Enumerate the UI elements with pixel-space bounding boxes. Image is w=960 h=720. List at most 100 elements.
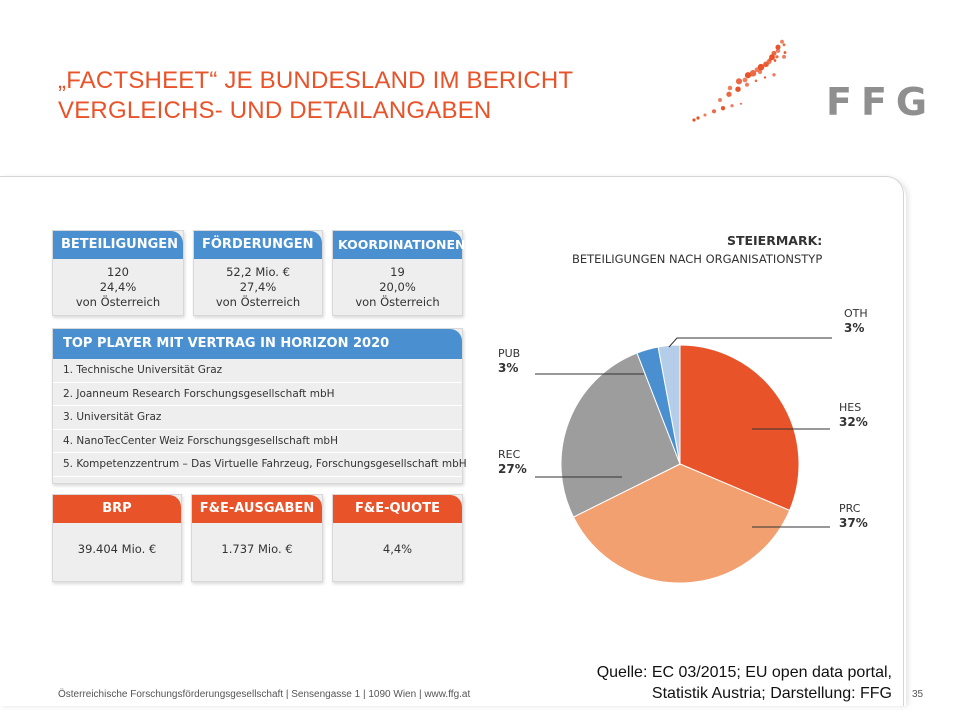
pie-label-name: OTH — [844, 307, 868, 320]
logo-dot — [735, 86, 741, 92]
stat-card-foerderungen: FÖRDERUNGEN 52,2 Mio. € 27,4% von Österr… — [193, 230, 323, 316]
stat-card-beteiligungen: BETEILIGUNGEN 120 24,4% von Österreich — [52, 230, 184, 316]
logo-dot — [703, 113, 707, 117]
logo-dot — [742, 77, 748, 83]
stat-value: 19 — [390, 265, 405, 279]
pie-label-rec: REC 27% — [498, 447, 527, 477]
slide-title: „FACTSHEET“ JE BUNDESLAND IM BERICHT VER… — [58, 66, 573, 126]
chart-title: STEIERMARK: — [726, 233, 823, 248]
pie-label-name: HES — [839, 401, 862, 414]
ffg-logo-text: FFG — [826, 80, 937, 124]
econ-card-fe-quote: F&E-QUOTE 4,4% — [332, 494, 463, 582]
stat-card-head: BETEILIGUNGEN — [53, 231, 183, 259]
pie-slice-rec — [560, 352, 681, 518]
logo-dot — [775, 55, 779, 59]
pie-chart — [535, 337, 832, 584]
list-item: 4. NanoTecCenter Weiz Forschungsgesellsc… — [53, 430, 462, 453]
logo-dot — [696, 116, 700, 120]
stat-percent: 20,0% — [379, 280, 416, 294]
logo-dot — [775, 48, 781, 53]
logo-dot — [757, 69, 763, 75]
logo-dot — [727, 85, 733, 91]
econ-card-head: BRP — [53, 495, 181, 523]
logo-dot — [763, 61, 769, 68]
logo-dot — [735, 78, 743, 85]
logo-dot — [739, 102, 743, 105]
pie-label-hes: HES 32% — [839, 400, 868, 430]
logo-dot — [692, 118, 696, 122]
pie-label-name: PRC — [839, 502, 861, 515]
stat-note: von Österreich — [215, 295, 301, 309]
pie-label-pub: PUB 3% — [498, 346, 520, 376]
chart-title-block: STEIERMARK: BETEILIGUNGEN NACH ORGANISAT… — [572, 232, 822, 268]
chart-subtitle: BETEILIGUNGEN NACH ORGANISATIONSTYP — [572, 252, 823, 266]
stat-note: von Österreich — [355, 295, 440, 309]
stat-value: 120 — [107, 265, 129, 279]
stat-card-head: KOORDINATIONEN — [333, 231, 465, 259]
logo-dot — [720, 106, 726, 111]
logo-dot — [711, 109, 717, 114]
pie-label-value: 32% — [839, 415, 868, 429]
leader-line-oth — [668, 337, 832, 348]
list-item: 3. Universität Graz — [53, 406, 462, 430]
top-player-card: TOP PLAYER MIT VERTRAG IN HORIZON 2020 1… — [52, 328, 467, 484]
footer-text: Österreichische Forschungsförderungsgese… — [58, 689, 471, 700]
top-player-head: TOP PLAYER MIT VERTRAG IN HORIZON 2020 — [53, 329, 462, 359]
pie-slice-hes — [679, 344, 800, 512]
stat-percent: 24,4% — [99, 280, 137, 294]
stat-card-body: 52,2 Mio. € 27,4% von Österreich — [194, 259, 322, 310]
econ-card-value: 1.737 Mio. € — [221, 542, 293, 556]
logo-dot — [775, 44, 781, 50]
logo-dot — [768, 58, 772, 62]
econ-card-head: F&E-AUSGABEN — [192, 495, 322, 523]
logo-dot — [783, 51, 787, 54]
pie-label-value: 27% — [498, 462, 527, 476]
logo-dot — [744, 82, 750, 87]
logo-dot — [763, 76, 767, 79]
pie-label-name: REC — [498, 448, 521, 461]
pie-slice-prc — [572, 463, 791, 584]
logo-dot — [754, 79, 758, 83]
pie-label-value: 3% — [498, 361, 519, 375]
logo-dot — [771, 50, 777, 56]
pie-slice-oth — [657, 344, 681, 465]
stat-value: 52,2 Mio. € — [226, 265, 290, 279]
pie-label-name: PUB — [498, 347, 521, 360]
logo-dot — [772, 73, 776, 77]
pie-label-value: 37% — [839, 516, 868, 530]
stat-card-head: FÖRDERUNGEN — [194, 231, 322, 259]
list-item: 2. Joanneum Research Forschungsgesellsch… — [53, 383, 462, 406]
list-item: 1. Technische Universität Graz — [53, 359, 462, 383]
pie-label-value: 3% — [844, 321, 865, 335]
source-line2: Statistik Austria; Darstellung: FFG — [651, 685, 892, 702]
stat-card-body: 19 20,0% von Österreich — [333, 259, 462, 310]
stat-card-koordinationen: KOORDINATIONEN 19 20,0% von Österreich — [332, 230, 465, 316]
stat-card-body: 120 24,4% von Österreich — [53, 259, 183, 310]
list-item: 5. Kompetenzzentrum – Das Virtuelle Fahr… — [53, 453, 467, 477]
logo-dot — [782, 54, 786, 59]
logo-dot — [780, 39, 784, 44]
logo-dot — [726, 91, 732, 97]
logo-dot — [782, 43, 786, 47]
stat-note: von Österreich — [75, 295, 161, 309]
source-line1: Quelle: EC 03/2015; EU open data portal, — [596, 664, 892, 681]
econ-card-brp: BRP 39.404 Mio. € — [52, 494, 182, 582]
logo-dot — [730, 104, 734, 108]
logo-dot — [749, 70, 757, 77]
slide-title-line1: „FACTSHEET“ JE BUNDESLAND IM BERICHT — [58, 67, 574, 94]
logo-dot — [773, 59, 777, 62]
slide-title-line2: VERGLEICHS- UND DETAILANGABEN — [58, 97, 492, 124]
page-number: 35 — [912, 689, 924, 700]
ffg-dots-logo-icon — [692, 39, 787, 122]
source-note: Quelle: EC 03/2015; EU open data portal,… — [540, 662, 892, 704]
stat-percent: 27,4% — [239, 280, 277, 294]
pie-label-prc: PRC 37% — [839, 501, 868, 531]
econ-card-head: F&E-QUOTE — [333, 495, 462, 523]
pie-label-oth: OTH 3% — [844, 306, 868, 336]
logo-dot — [718, 98, 722, 102]
econ-card-value: 39.404 Mio. € — [77, 542, 157, 556]
econ-card-value: 4,4% — [382, 542, 413, 556]
econ-card-fe-ausgaben: F&E-AUSGABEN 1.737 Mio. € — [191, 494, 323, 582]
logo-dot — [757, 63, 765, 71]
logo-dot — [744, 72, 752, 79]
